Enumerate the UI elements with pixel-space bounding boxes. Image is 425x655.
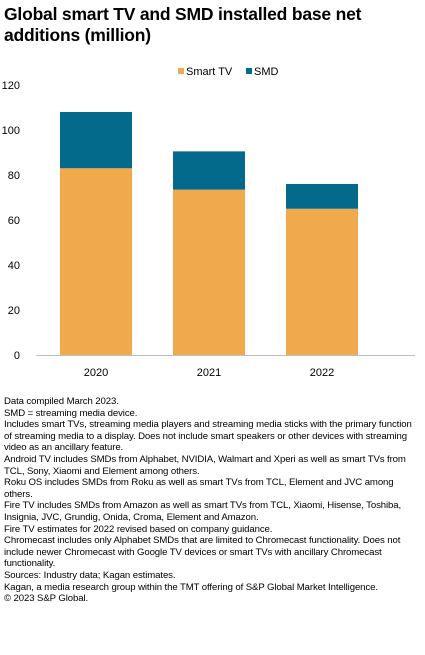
bar-segment xyxy=(173,189,245,355)
legend-swatch xyxy=(246,68,252,74)
note-line: Fire TV estimates for 2022 revised based… xyxy=(4,523,273,535)
stacked-bar-chart: Smart TV SMD 0 20 40 60 80 100 120 2020 2021 2022 xyxy=(2,66,415,379)
x-tick-label: 2020 xyxy=(84,367,108,379)
x-axis: 2020 2021 2022 xyxy=(36,355,415,379)
note-line: Kagan, a media research group within the… xyxy=(4,581,378,593)
note-line: Includes smart TVs, streaming media play… xyxy=(4,419,412,454)
legend-label: Smart TV xyxy=(186,66,233,78)
note-line: Chromecast includes only Alphabet SMDs t… xyxy=(4,535,401,570)
note-line: Android TV includes SMDs from Alphabet, … xyxy=(4,453,406,477)
x-tick-label: 2022 xyxy=(310,367,334,379)
note-line: Sources: Industry data; Kagan estimates. xyxy=(4,569,176,581)
y-tick-label: 100 xyxy=(2,125,20,137)
legend-swatch xyxy=(178,68,184,74)
note-line: Roku OS includes SMDs from Roku as well … xyxy=(4,477,394,500)
legend-label: SMD xyxy=(254,66,279,78)
bar-segment xyxy=(286,208,358,355)
chart-notes: Data compiled March 2023. SMD = streamin… xyxy=(4,396,422,605)
note-line: Fire TV includes SMDs from Amazon as wel… xyxy=(4,500,402,523)
chart-title: Global smart TV and SMD installed base n… xyxy=(4,4,362,45)
note-line: Data compiled March 2023. xyxy=(4,396,119,407)
note-line: © 2023 S&P Global. xyxy=(4,593,89,605)
bars xyxy=(60,112,358,355)
note-line: SMD = streaming media device. xyxy=(4,407,138,419)
bar-segment xyxy=(60,168,132,355)
bar-segment xyxy=(60,112,132,169)
y-tick-label: 120 xyxy=(2,80,20,92)
y-tick-label: 80 xyxy=(8,170,20,182)
y-tick-label: 40 xyxy=(8,260,20,272)
bar-segment xyxy=(173,151,245,190)
y-axis: 0 20 40 60 80 100 120 xyxy=(2,80,20,362)
bar-segment xyxy=(286,184,358,209)
x-tick-label: 2021 xyxy=(197,367,221,379)
y-tick-label: 60 xyxy=(8,215,20,227)
y-tick-label: 20 xyxy=(8,305,20,317)
chart-legend: Smart TV SMD xyxy=(178,66,279,78)
y-tick-label: 0 xyxy=(14,350,20,362)
